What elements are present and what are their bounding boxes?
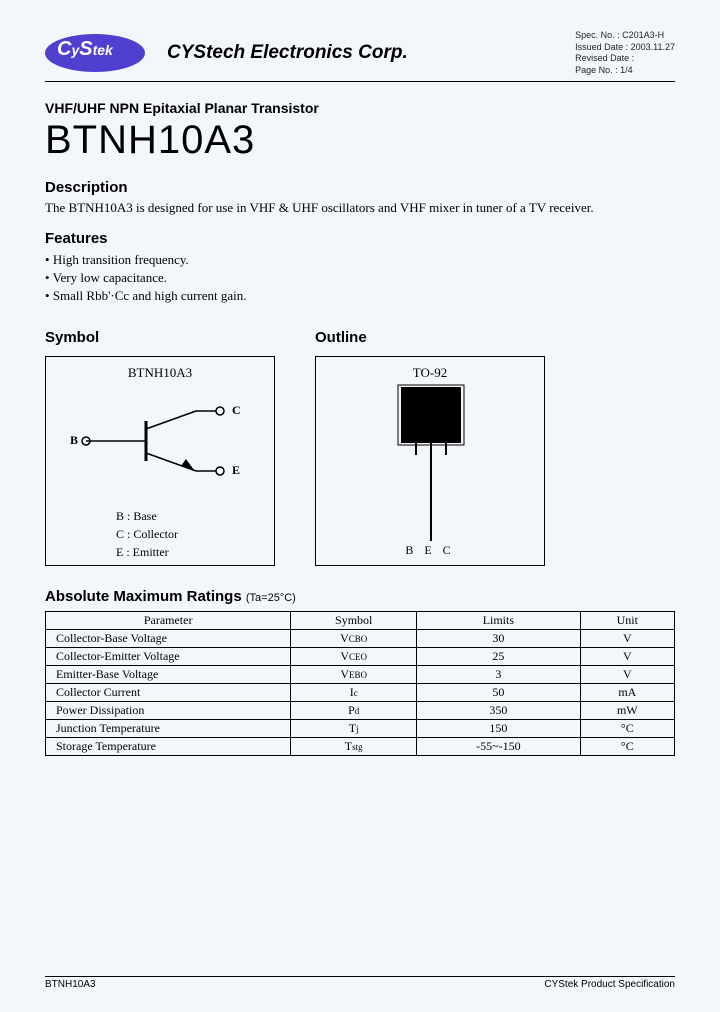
ratings-condition: (Ta=25°C) bbox=[246, 592, 296, 604]
subtitle: VHF/UHF NPN Epitaxial Planar Transistor bbox=[45, 100, 675, 116]
table-cell: VCEO bbox=[291, 648, 417, 666]
table-cell: Pd bbox=[291, 702, 417, 720]
pin-e-label: E bbox=[232, 463, 240, 478]
symbol-part-label: BTNH10A3 bbox=[46, 365, 274, 381]
table-cell: Collector Current bbox=[46, 684, 291, 702]
company-name: CYStech Electronics Corp. bbox=[167, 42, 563, 64]
footer-rule bbox=[45, 976, 675, 977]
revised-date: Revised Date : bbox=[575, 53, 675, 65]
table-cell: 25 bbox=[417, 648, 581, 666]
symbol-legend: B : Base C : Collector E : Emitter bbox=[116, 507, 178, 561]
header-rule bbox=[45, 81, 675, 82]
table-cell: 50 bbox=[417, 684, 581, 702]
package-label: TO-92 bbox=[316, 365, 544, 381]
table-cell: Tj bbox=[291, 720, 417, 738]
feature-item: Very low capacitance. bbox=[45, 269, 675, 287]
table-cell: Storage Temperature bbox=[46, 738, 291, 756]
outline-column: Outline TO-92 B E C bbox=[315, 329, 545, 566]
ratings-table: Parameter Symbol Limits Unit Collector-B… bbox=[45, 611, 675, 756]
table-row: Storage TemperatureTstg-55~-150°C bbox=[46, 738, 675, 756]
table-cell: Ic bbox=[291, 684, 417, 702]
symbol-box: BTNH10A3 B C E B : Base C : Collector E … bbox=[45, 356, 275, 566]
table-cell: VCBO bbox=[291, 630, 417, 648]
table-cell: °C bbox=[580, 738, 674, 756]
table-cell: °C bbox=[580, 720, 674, 738]
feature-item: High transition frequency. bbox=[45, 251, 675, 269]
features-list: High transition frequency. Very low capa… bbox=[45, 251, 675, 306]
symbol-heading: Symbol bbox=[45, 329, 275, 346]
table-cell: Collector-Emitter Voltage bbox=[46, 648, 291, 666]
table-cell: -55~-150 bbox=[417, 738, 581, 756]
features-heading: Features bbox=[45, 230, 675, 247]
legend-collector: C : Collector bbox=[116, 525, 178, 543]
table-cell: mW bbox=[580, 702, 674, 720]
table-cell: Power Dissipation bbox=[46, 702, 291, 720]
table-cell: 150 bbox=[417, 720, 581, 738]
table-row: Collector-Emitter VoltageVCEO25V bbox=[46, 648, 675, 666]
table-cell: V bbox=[580, 648, 674, 666]
table-cell: 30 bbox=[417, 630, 581, 648]
table-row: Power DissipationPd350mW bbox=[46, 702, 675, 720]
ratings-heading-text: Absolute Maximum Ratings bbox=[45, 588, 242, 605]
table-cell: mA bbox=[580, 684, 674, 702]
ratings-heading: Absolute Maximum Ratings (Ta=25°C) bbox=[45, 588, 675, 605]
legend-emitter: E : Emitter bbox=[116, 543, 178, 561]
table-cell: VEBO bbox=[291, 666, 417, 684]
table-header-row: Parameter Symbol Limits Unit bbox=[46, 612, 675, 630]
issued-date: Issued Date : 2003.11.27 bbox=[575, 42, 675, 54]
footer-right: CYStek Product Specification bbox=[544, 979, 675, 990]
feature-item: Small Rbb'·Cc and high current gain. bbox=[45, 287, 675, 305]
diagrams-row: Symbol BTNH10A3 B C E B : Base C : Colle… bbox=[45, 329, 675, 566]
col-limits: Limits bbox=[417, 612, 581, 630]
description-text: The BTNH10A3 is designed for use in VHF … bbox=[45, 200, 675, 216]
outline-pins: B E C bbox=[316, 543, 544, 558]
table-cell: Junction Temperature bbox=[46, 720, 291, 738]
table-cell: Collector-Base Voltage bbox=[46, 630, 291, 648]
legend-base: B : Base bbox=[116, 507, 178, 525]
col-symbol: Symbol bbox=[291, 612, 417, 630]
table-row: Collector CurrentIc50mA bbox=[46, 684, 675, 702]
package-outline-icon bbox=[316, 381, 546, 551]
col-unit: Unit bbox=[580, 612, 674, 630]
outline-box: TO-92 B E C bbox=[315, 356, 545, 566]
company-logo: CyStek bbox=[45, 32, 155, 74]
pin-b-label: B bbox=[70, 433, 78, 448]
table-row: Emitter-Base VoltageVEBO3V bbox=[46, 666, 675, 684]
table-cell: V bbox=[580, 666, 674, 684]
outline-heading: Outline bbox=[315, 329, 545, 346]
table-cell: 350 bbox=[417, 702, 581, 720]
footer: BTNH10A3 CYStek Product Specification bbox=[45, 976, 675, 990]
pin-c-label: C bbox=[232, 403, 241, 418]
spec-info: Spec. No. : C201A3-H Issued Date : 2003.… bbox=[575, 30, 675, 77]
col-parameter: Parameter bbox=[46, 612, 291, 630]
transistor-symbol-icon bbox=[46, 381, 276, 501]
symbol-column: Symbol BTNH10A3 B C E B : Base C : Colle… bbox=[45, 329, 275, 566]
spec-no: Spec. No. : C201A3-H bbox=[575, 30, 675, 42]
table-cell: Tstg bbox=[291, 738, 417, 756]
footer-left: BTNH10A3 bbox=[45, 979, 96, 990]
table-cell: Emitter-Base Voltage bbox=[46, 666, 291, 684]
table-row: Collector-Base VoltageVCBO30V bbox=[46, 630, 675, 648]
page-no: Page No. : 1/4 bbox=[575, 65, 675, 77]
part-number: BTNH10A3 bbox=[45, 118, 675, 163]
description-heading: Description bbox=[45, 179, 675, 196]
table-cell: 3 bbox=[417, 666, 581, 684]
table-row: Junction TemperatureTj150°C bbox=[46, 720, 675, 738]
header: CyStek CYStech Electronics Corp. Spec. N… bbox=[45, 30, 675, 77]
table-cell: V bbox=[580, 630, 674, 648]
